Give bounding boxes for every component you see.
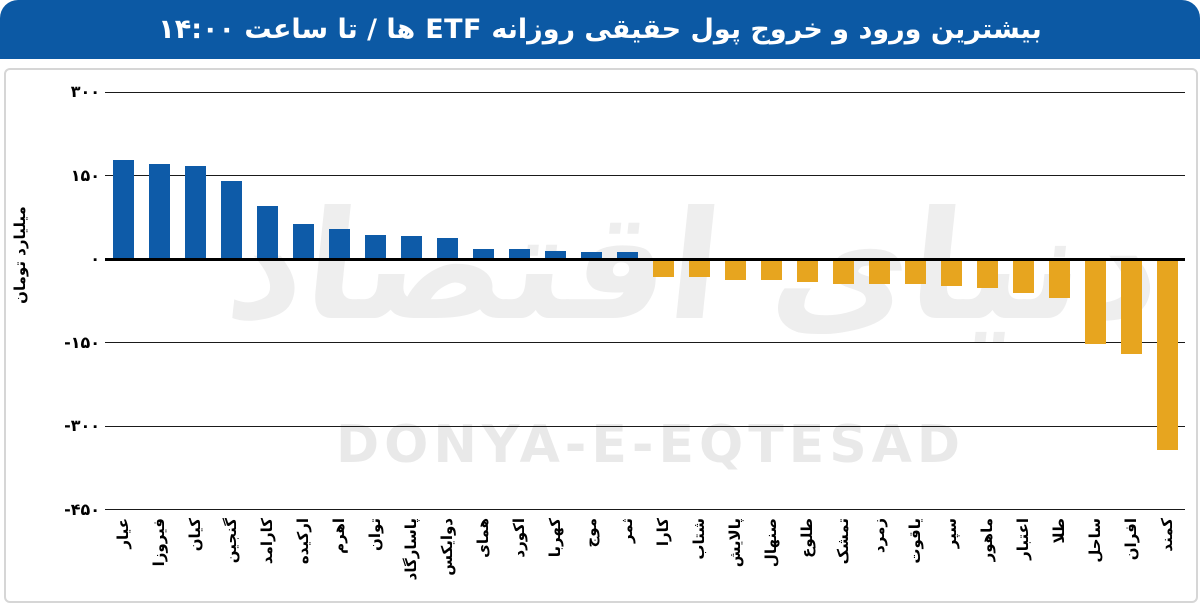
bar-outflow [832, 260, 854, 284]
x-tick-label: پاسارگاد [402, 518, 420, 581]
y-axis-title: میلیارد تومان [11, 206, 29, 304]
x-tick-label: ساحل [1086, 518, 1104, 563]
bar-outflow [940, 260, 962, 287]
x-tick-label: ماهور [978, 518, 996, 562]
chart-title-bar: بیشترین ورود و خروج پول حقیقی روزانه ETF… [0, 0, 1200, 59]
chart-panel: دنیای اقتصاد DONYA-E-EQTESAD میلیارد توم… [4, 68, 1198, 603]
x-tick-label: پالایش [726, 518, 744, 568]
bar-inflow [256, 206, 278, 258]
x-tick-label: گنجین [222, 518, 240, 564]
x-tick-label: سپر [942, 518, 960, 549]
gridline [105, 425, 1185, 427]
x-axis-line [105, 257, 1185, 261]
x-tick-label: زمرد [870, 518, 888, 553]
x-tick-label: کمند [1158, 518, 1176, 552]
x-tick-label: کیان [186, 518, 204, 552]
chart-title: بیشترین ورود و خروج پول حقیقی روزانه ETF… [158, 14, 1042, 45]
x-tick-label: موج [582, 518, 600, 548]
y-tick-label: -۴۵۰ [64, 499, 100, 519]
bar-outflow [1048, 260, 1070, 298]
x-tick-label: تمشک [834, 518, 852, 565]
gridline [105, 175, 1185, 177]
x-tick-label: اعتبار [1014, 518, 1032, 560]
bar-inflow [436, 237, 458, 258]
x-tick-label: دوایکس [438, 518, 456, 576]
bar-inflow [220, 181, 242, 258]
bar-outflow [868, 260, 890, 284]
x-tick-label: کارا [654, 518, 672, 547]
bar-inflow [580, 251, 602, 258]
x-tick-label: کهربا [546, 518, 564, 558]
x-tick-label: کارامد [258, 518, 276, 565]
y-tick-label: -۳۰۰ [64, 416, 100, 436]
y-tick-label: ۱۵۰ [70, 165, 100, 185]
bar-outflow [1120, 260, 1142, 355]
bar-inflow [292, 223, 314, 258]
bar-outflow [688, 260, 710, 278]
bar-inflow [112, 160, 134, 258]
bar-inflow [544, 250, 566, 258]
x-tick-label: طلوع [798, 518, 816, 558]
bar-inflow [508, 249, 530, 258]
bar-outflow [1012, 260, 1034, 293]
y-tick-label: ۳۰۰ [70, 82, 100, 102]
x-tick-label: افران [1122, 518, 1140, 561]
x-tick-label: ارکیده [294, 518, 312, 565]
gridline [105, 509, 1185, 511]
bar-outflow [760, 260, 782, 281]
bar-inflow [328, 228, 350, 258]
bar-inflow [364, 234, 386, 258]
bar-outflow [976, 260, 998, 288]
x-tick-label: طلا [1050, 518, 1068, 544]
gridline [105, 342, 1185, 344]
y-tick-label: ۰ [90, 249, 100, 269]
bar-inflow [148, 164, 170, 258]
bar-outflow [1084, 260, 1106, 344]
x-tick-label: صنهال [762, 518, 780, 568]
x-tick-label: اهرم [330, 518, 348, 554]
x-tick-label: ثمر [618, 518, 636, 544]
bar-outflow [1156, 260, 1178, 450]
bar-outflow [652, 260, 674, 278]
bar-inflow [472, 248, 494, 258]
bar-outflow [724, 260, 746, 281]
bar-inflow [184, 165, 206, 258]
bar-inflow [400, 236, 422, 258]
x-tick-label: یاقوت [906, 518, 924, 564]
bar-outflow [796, 260, 818, 282]
x-tick-label: اکورد [510, 518, 528, 558]
gridline [105, 91, 1185, 93]
x-tick-label: توان [366, 518, 384, 551]
bar-inflow [616, 252, 638, 258]
x-tick-label: شتاب [690, 518, 708, 560]
watermark-latin: DONYA-E-EQTESAD [336, 415, 966, 475]
x-tick-label: عیار [114, 518, 132, 549]
x-tick-label: فیروزا [150, 518, 168, 567]
bar-outflow [904, 260, 926, 285]
y-tick-label: -۱۵۰ [64, 332, 100, 352]
x-tick-label: همای [474, 518, 492, 558]
